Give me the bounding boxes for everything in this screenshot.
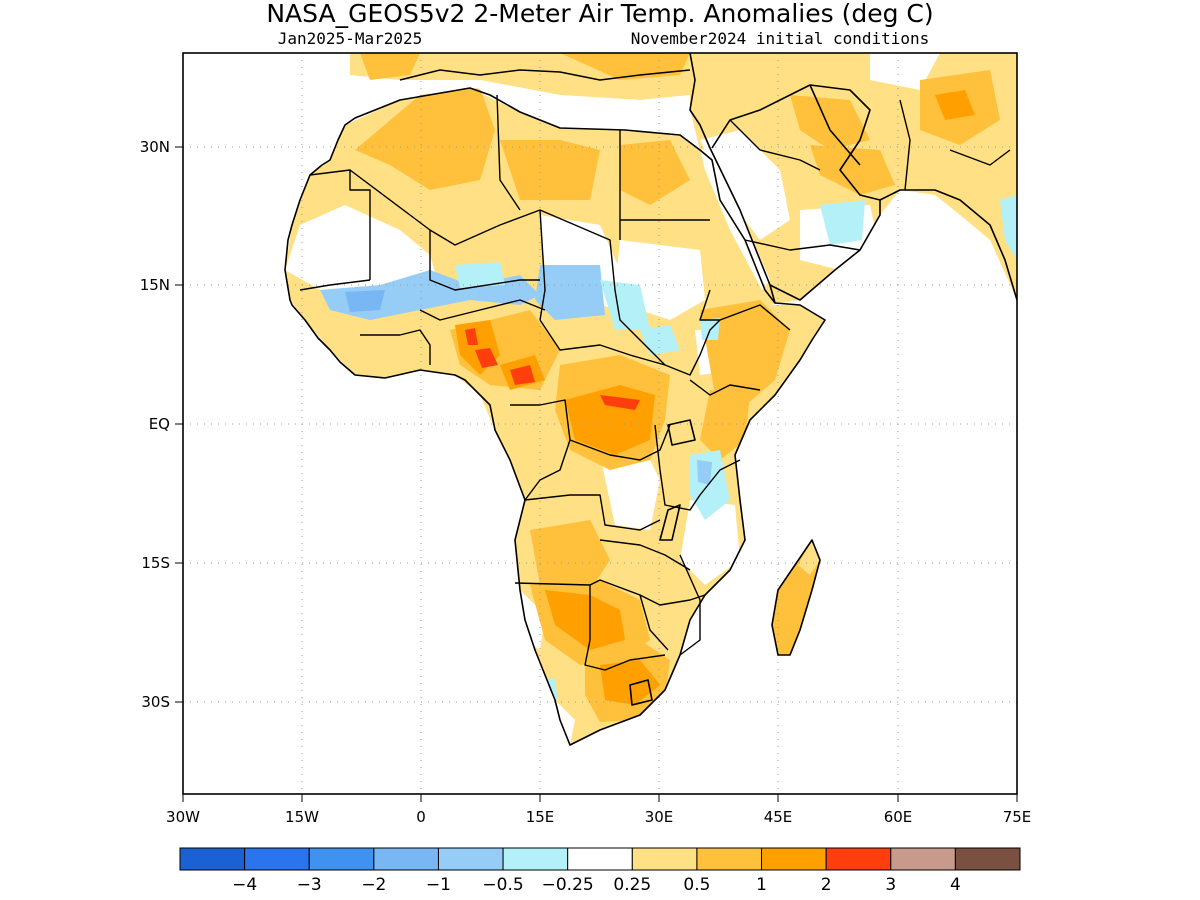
- init-label: November2024 initial conditions: [631, 29, 930, 48]
- colorbar-swatch: [761, 847, 827, 871]
- colorbar-swatch: [890, 847, 956, 871]
- x-tick-label: 0: [416, 808, 426, 826]
- x-tick-label: 45E: [764, 808, 793, 826]
- colorbar-label: 0.25: [613, 875, 651, 895]
- x-tick-label: 15W: [285, 808, 319, 826]
- coastlines: [284, 53, 1017, 746]
- y-tick-label: EQ: [149, 415, 170, 433]
- colorbar-label: 3: [885, 875, 896, 895]
- y-tick-label: 15N: [140, 276, 170, 294]
- x-axis: 30W 15W 0 15E 30E 45E 60E 75E: [166, 794, 1031, 826]
- x-tick-label: 60E: [884, 808, 913, 826]
- colorbar-swatch: [825, 847, 892, 871]
- colorbar-label: −3: [297, 875, 322, 895]
- colorbar: −4 −3 −2 −1 −0.5 −0.25 0.25 0.5 1 2 3 4: [179, 847, 1021, 895]
- colorbar-swatch: [373, 847, 439, 871]
- colorbar-label: −4: [232, 875, 257, 895]
- y-tick-label: 30S: [141, 693, 170, 711]
- map-layer: [183, 53, 1017, 794]
- colorbar-label: 1: [756, 875, 767, 895]
- x-tick-label: 30W: [166, 808, 200, 826]
- y-tick-label: 15S: [141, 554, 170, 572]
- x-tick-label: 30E: [645, 808, 674, 826]
- colorbar-swatch: [696, 847, 763, 871]
- colorbar-label: 2: [821, 875, 832, 895]
- y-tick-label: 30N: [140, 138, 170, 156]
- colorbar-swatch: [567, 847, 633, 871]
- chart-title: NASA_GEOS5v2 2-Meter Air Temp. Anomalies…: [266, 0, 933, 28]
- colorbar-swatch: [954, 847, 1021, 871]
- colorbar-label: −0.25: [542, 875, 594, 895]
- colorbar-swatch: [502, 847, 569, 871]
- colorbar-swatch: [244, 847, 310, 871]
- country-borders: [299, 94, 1011, 671]
- colorbar-swatch: [308, 847, 375, 871]
- colorbar-label: 0.5: [683, 875, 710, 895]
- colorbar-label: 4: [950, 875, 961, 895]
- colorbar-label: −2: [361, 875, 386, 895]
- y-axis: 30N 15N EQ 15S 30S: [140, 138, 183, 711]
- colorbar-label: −0.5: [482, 875, 523, 895]
- colorbar-swatch: [437, 847, 504, 871]
- x-tick-label: 15E: [526, 808, 555, 826]
- x-tick-label: 75E: [1003, 808, 1032, 826]
- colorbar-swatch: [631, 847, 698, 871]
- colorbar-label: −1: [426, 875, 451, 895]
- period-label: Jan2025-Mar2025: [278, 29, 423, 48]
- colorbar-swatch: [179, 847, 246, 871]
